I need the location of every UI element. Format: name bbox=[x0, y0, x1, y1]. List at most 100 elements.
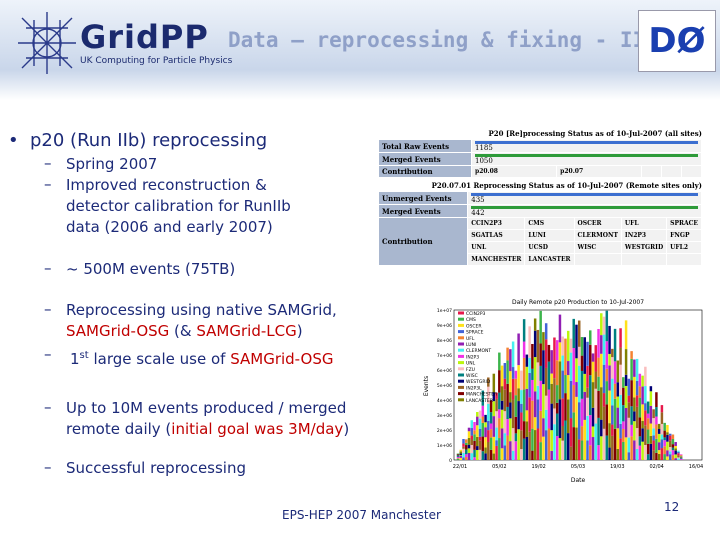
x-tick-label: 19/02 bbox=[531, 464, 545, 470]
bar-segment bbox=[531, 343, 534, 369]
bar-segment bbox=[619, 347, 622, 365]
bar-segment bbox=[652, 450, 655, 460]
bar-segment bbox=[613, 361, 617, 384]
contributor bbox=[620, 253, 668, 266]
bar-segment bbox=[476, 412, 479, 417]
bar-segment bbox=[591, 426, 595, 438]
contributor: WISC bbox=[573, 241, 622, 254]
bar-segment bbox=[660, 423, 664, 435]
bar-segment bbox=[677, 457, 680, 459]
bar-segment bbox=[646, 418, 650, 430]
x-tick-label: 19/03 bbox=[610, 464, 624, 470]
bar-segment bbox=[476, 446, 479, 451]
bar-segment bbox=[492, 453, 496, 460]
bar-segment bbox=[622, 441, 625, 460]
bar-segment bbox=[608, 390, 611, 424]
bar-segment bbox=[544, 339, 548, 368]
bar-segment bbox=[600, 419, 603, 437]
bar-segment bbox=[638, 373, 642, 387]
bar-segment bbox=[542, 418, 545, 437]
bar-segment bbox=[630, 351, 633, 359]
bar-segment bbox=[608, 447, 611, 460]
bar-segment bbox=[646, 443, 650, 455]
bar-segment bbox=[550, 430, 553, 451]
bar-segment bbox=[509, 402, 512, 419]
contributor: SGATLAS bbox=[467, 229, 526, 242]
logo-subtitle: UK Computing for Particle Physics bbox=[80, 56, 233, 66]
bar-segment bbox=[641, 441, 644, 460]
bar-segment bbox=[514, 416, 518, 434]
bar-segment bbox=[674, 448, 677, 451]
bar-segment bbox=[671, 434, 675, 439]
bar-segment bbox=[553, 424, 556, 460]
bar-segment bbox=[564, 420, 567, 460]
bar-segment bbox=[671, 444, 675, 448]
title: Data – reprocessing & fixing - II bbox=[228, 28, 646, 52]
bar-segment bbox=[539, 410, 542, 443]
highlight: SAMGrid-LCG bbox=[196, 322, 297, 340]
bar-segment bbox=[564, 393, 567, 421]
value-bar bbox=[475, 154, 698, 157]
bar-segment bbox=[660, 405, 664, 413]
bar-segment bbox=[616, 428, 620, 449]
bar-segment bbox=[652, 428, 655, 436]
bar-segment bbox=[473, 449, 476, 458]
bar-segment bbox=[531, 400, 534, 429]
bar-segment bbox=[624, 437, 628, 460]
bar-segment bbox=[561, 370, 564, 399]
bar-segment bbox=[655, 452, 658, 460]
bar-segment bbox=[627, 437, 631, 453]
bar-segment bbox=[528, 326, 531, 358]
bar-segment bbox=[456, 455, 460, 457]
contributor: UNL bbox=[467, 241, 526, 254]
bar-segment bbox=[674, 445, 677, 449]
bar-segment bbox=[674, 458, 677, 460]
bar-segment bbox=[635, 406, 639, 429]
bar-segment bbox=[514, 378, 518, 396]
bar-segment bbox=[638, 386, 642, 398]
bar-segment bbox=[462, 439, 465, 444]
bar-segment bbox=[649, 435, 653, 444]
bar-segment bbox=[677, 458, 680, 460]
bar-segment bbox=[561, 440, 564, 460]
row: Contribution CCIN2P3 CMS OSCER UFL SPRACE bbox=[377, 217, 702, 266]
row: Total Raw Events 1185 bbox=[378, 139, 702, 153]
legend-swatch bbox=[458, 311, 464, 315]
bar-segment bbox=[679, 456, 683, 458]
bar-segment bbox=[633, 376, 636, 398]
value-bar bbox=[475, 141, 698, 144]
bar-segment bbox=[622, 428, 625, 442]
legend-swatch bbox=[458, 373, 464, 377]
bar-segment bbox=[459, 455, 462, 456]
dash: – bbox=[44, 458, 52, 476]
bar-segment bbox=[506, 435, 509, 460]
bar-segment bbox=[561, 425, 564, 441]
bar-segment bbox=[666, 450, 669, 457]
sub-item: Reprocessing using native SAMGrid, SAMGr… bbox=[66, 300, 366, 342]
bar-segment bbox=[597, 376, 600, 391]
bar-segment bbox=[481, 390, 485, 406]
y-tick-label: 5e+06 bbox=[437, 383, 452, 389]
legend-label: WISC bbox=[466, 373, 478, 379]
bar-segment bbox=[489, 423, 493, 430]
bar-segment bbox=[605, 404, 609, 436]
bar-segment bbox=[602, 334, 606, 365]
bar-segment bbox=[492, 401, 496, 417]
bar-segment bbox=[503, 389, 507, 412]
bar-segment bbox=[674, 450, 677, 455]
legend-swatch bbox=[458, 379, 464, 383]
bar-segment bbox=[506, 360, 509, 384]
row-value: 1185 bbox=[471, 139, 702, 153]
bar-segment bbox=[591, 382, 595, 408]
y-tick-label: 1e+07 bbox=[437, 308, 452, 314]
bar-segment bbox=[611, 357, 614, 379]
value: 442 bbox=[471, 209, 485, 217]
text: 1 bbox=[70, 350, 80, 368]
bar-segment bbox=[544, 367, 548, 396]
bar-segment bbox=[668, 435, 672, 441]
bar-segment bbox=[605, 368, 609, 382]
bar-segment bbox=[583, 337, 586, 374]
bar-segment bbox=[608, 353, 611, 366]
text: ) bbox=[343, 420, 350, 438]
legend-label: LANCASTER bbox=[466, 398, 493, 404]
